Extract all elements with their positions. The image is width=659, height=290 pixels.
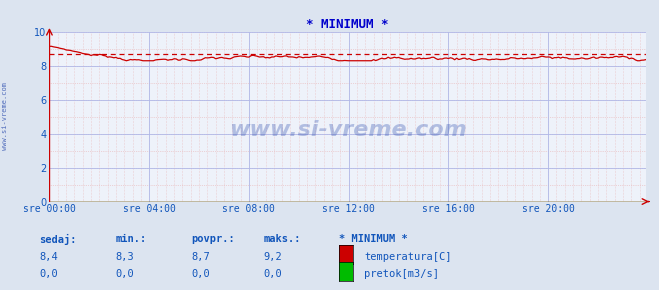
Text: www.si-vreme.com: www.si-vreme.com: [2, 82, 9, 150]
Text: 0,0: 0,0: [264, 269, 282, 279]
Title: * MINIMUM *: * MINIMUM *: [306, 18, 389, 31]
Text: povpr.:: povpr.:: [191, 234, 235, 244]
Text: maks.:: maks.:: [264, 234, 301, 244]
Text: www.si-vreme.com: www.si-vreme.com: [229, 120, 467, 140]
Text: * MINIMUM *: * MINIMUM *: [339, 234, 408, 244]
Text: 8,3: 8,3: [115, 252, 134, 262]
Text: pretok[m3/s]: pretok[m3/s]: [364, 269, 440, 279]
Text: 0,0: 0,0: [191, 269, 210, 279]
Text: min.:: min.:: [115, 234, 146, 244]
Text: 8,4: 8,4: [40, 252, 58, 262]
Text: 0,0: 0,0: [115, 269, 134, 279]
Text: 0,0: 0,0: [40, 269, 58, 279]
Text: sedaj:: sedaj:: [40, 234, 77, 245]
Text: temperatura[C]: temperatura[C]: [364, 252, 452, 262]
Text: 9,2: 9,2: [264, 252, 282, 262]
Text: 8,7: 8,7: [191, 252, 210, 262]
